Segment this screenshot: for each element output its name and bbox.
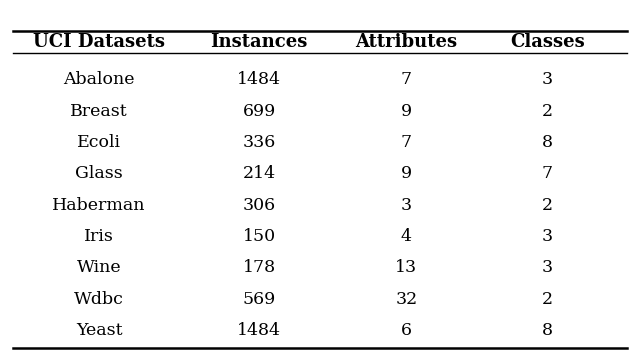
Text: 32: 32 — [396, 290, 417, 307]
Text: 7: 7 — [401, 72, 412, 88]
Text: 13: 13 — [396, 259, 417, 276]
Text: Classes: Classes — [510, 33, 584, 51]
Text: 3: 3 — [541, 72, 553, 88]
Text: 8: 8 — [541, 134, 553, 151]
Text: 2: 2 — [541, 103, 553, 120]
Text: 2: 2 — [541, 290, 553, 307]
Text: Breast: Breast — [70, 103, 128, 120]
Text: 1484: 1484 — [237, 322, 281, 339]
Text: 178: 178 — [243, 259, 276, 276]
Text: 1484: 1484 — [237, 72, 281, 88]
Text: Glass: Glass — [76, 165, 123, 182]
Text: 9: 9 — [401, 103, 412, 120]
Text: Haberman: Haberman — [52, 197, 146, 213]
Text: Ecoli: Ecoli — [77, 134, 121, 151]
Text: Yeast: Yeast — [76, 322, 122, 339]
Text: Iris: Iris — [84, 228, 114, 245]
Text: 6: 6 — [401, 322, 412, 339]
Text: 3: 3 — [541, 228, 553, 245]
Text: Instances: Instances — [211, 33, 308, 51]
Text: 8: 8 — [541, 322, 553, 339]
Text: 7: 7 — [401, 134, 412, 151]
Text: 4: 4 — [401, 228, 412, 245]
Text: 3: 3 — [541, 259, 553, 276]
Text: Abalone: Abalone — [63, 72, 135, 88]
Text: 699: 699 — [243, 103, 276, 120]
Text: 3: 3 — [401, 197, 412, 213]
Text: 9: 9 — [401, 165, 412, 182]
Text: 150: 150 — [243, 228, 276, 245]
Text: 214: 214 — [243, 165, 276, 182]
Text: 569: 569 — [243, 290, 276, 307]
Text: Wine: Wine — [77, 259, 122, 276]
Text: 7: 7 — [541, 165, 553, 182]
Text: 2: 2 — [541, 197, 553, 213]
Text: UCI Datasets: UCI Datasets — [33, 33, 165, 51]
Text: 336: 336 — [243, 134, 276, 151]
Text: Attributes: Attributes — [355, 33, 458, 51]
Text: Wdbc: Wdbc — [74, 290, 124, 307]
Text: 306: 306 — [243, 197, 276, 213]
